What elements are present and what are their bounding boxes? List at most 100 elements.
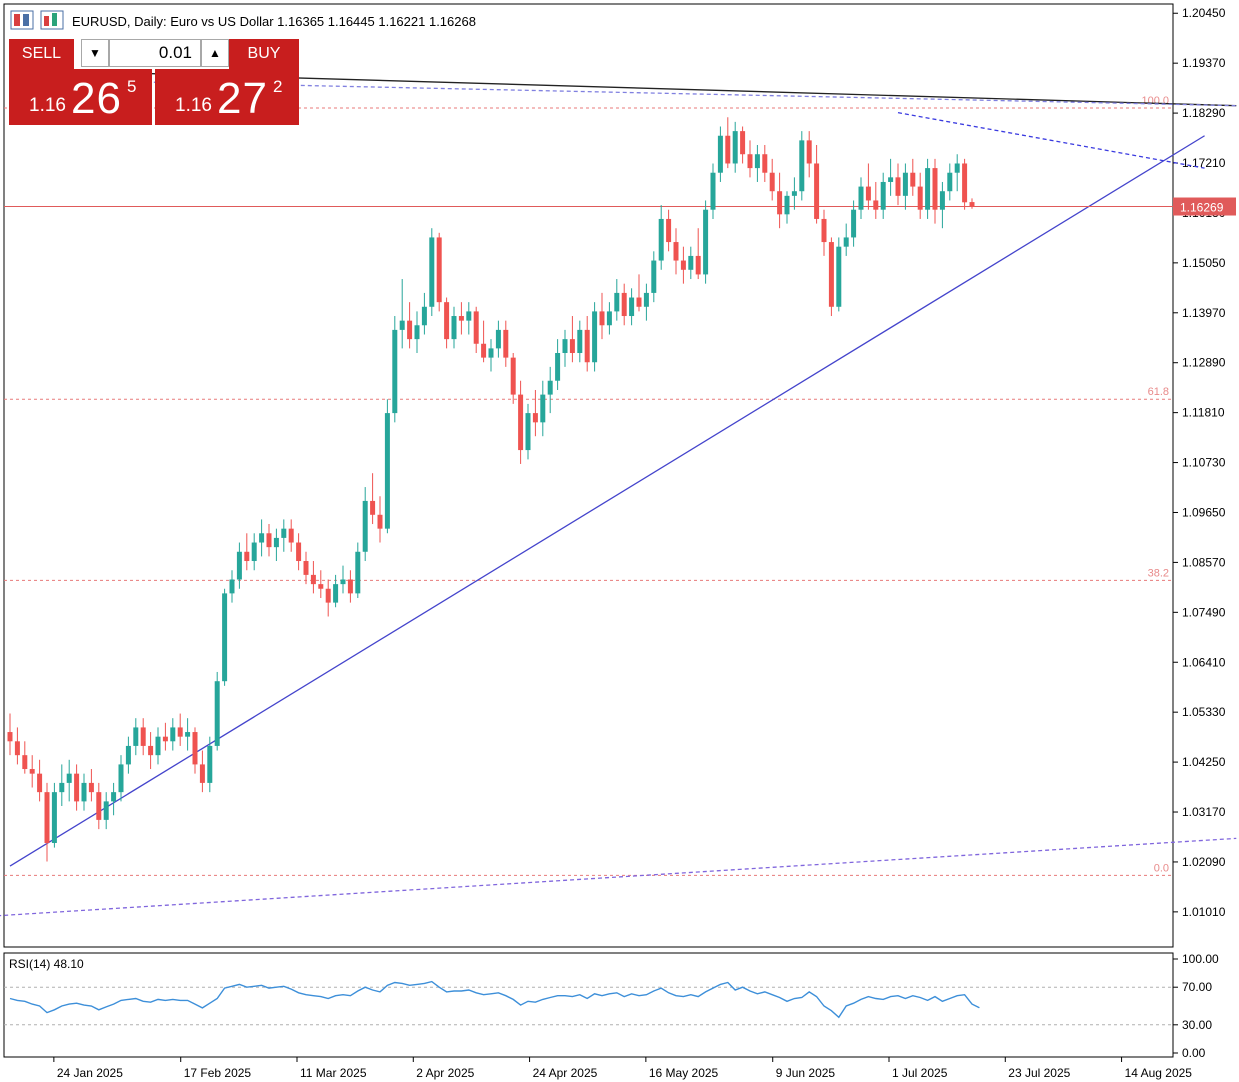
candle[interactable] [806, 131, 812, 178]
candle[interactable] [281, 519, 287, 552]
candle[interactable] [769, 158, 775, 201]
candle[interactable] [244, 533, 250, 571]
candle[interactable] [37, 759, 43, 802]
candle[interactable] [547, 366, 553, 414]
candle[interactable] [236, 542, 242, 589]
candle[interactable] [436, 232, 442, 312]
candle[interactable] [592, 302, 598, 372]
candle[interactable] [325, 579, 331, 617]
candle[interactable] [451, 306, 457, 349]
candle[interactable] [791, 177, 797, 210]
candle[interactable] [814, 144, 820, 224]
candle[interactable] [540, 380, 546, 437]
candle[interactable] [177, 713, 183, 746]
candle[interactable] [888, 158, 894, 196]
candle[interactable] [503, 320, 509, 367]
candle[interactable] [939, 181, 945, 229]
lot-size-input[interactable]: 0.01 [109, 39, 201, 67]
trendline[interactable] [0, 837, 1237, 919]
candle[interactable] [111, 782, 117, 816]
candle[interactable] [488, 339, 494, 372]
candle[interactable] [444, 297, 450, 349]
candle[interactable] [910, 158, 916, 196]
candle[interactable] [555, 339, 561, 390]
candle[interactable] [577, 320, 583, 363]
candle[interactable] [725, 117, 731, 169]
candle[interactable] [614, 279, 620, 321]
candle[interactable] [370, 473, 376, 525]
candle[interactable] [362, 487, 368, 562]
candle[interactable] [873, 181, 879, 219]
candle[interactable] [199, 750, 205, 793]
candle[interactable] [666, 209, 672, 252]
candle[interactable] [954, 154, 960, 192]
sell-price[interactable]: 1.16 26 5 [9, 69, 152, 125]
candle[interactable] [44, 782, 50, 862]
candle[interactable] [925, 158, 931, 219]
candle[interactable] [22, 741, 28, 774]
candle[interactable] [710, 163, 716, 219]
candle[interactable] [384, 399, 390, 534]
candle[interactable] [747, 140, 753, 178]
candle[interactable] [584, 316, 590, 372]
candle[interactable] [703, 200, 709, 284]
candle[interactable] [74, 764, 80, 811]
candle[interactable] [562, 329, 568, 367]
candle[interactable] [229, 570, 235, 603]
candle[interactable] [636, 274, 642, 312]
candle[interactable] [296, 533, 302, 571]
candle[interactable] [481, 320, 487, 363]
candle[interactable] [399, 279, 405, 349]
candle[interactable] [777, 172, 783, 229]
candle[interactable] [377, 496, 383, 543]
candle[interactable] [740, 126, 746, 164]
candle[interactable] [355, 542, 361, 598]
candle[interactable] [717, 126, 723, 182]
trendline[interactable] [9, 135, 1205, 867]
candle[interactable] [155, 727, 161, 765]
candle[interactable] [259, 519, 265, 557]
candle[interactable] [569, 316, 575, 363]
trendline[interactable] [897, 111, 1205, 169]
candle[interactable] [828, 237, 834, 317]
candle[interactable] [81, 773, 87, 811]
candle[interactable] [466, 302, 472, 335]
candle[interactable] [103, 792, 109, 830]
candle[interactable] [88, 769, 94, 802]
candle[interactable] [51, 782, 57, 848]
candle[interactable] [932, 158, 938, 224]
candle[interactable] [414, 311, 420, 354]
candle[interactable] [29, 755, 35, 788]
candle[interactable] [688, 246, 694, 280]
candle[interactable] [532, 389, 538, 437]
candle[interactable] [266, 524, 272, 557]
candle[interactable] [680, 246, 686, 284]
candle[interactable] [140, 718, 146, 756]
candle[interactable] [673, 228, 679, 275]
candle[interactable] [843, 223, 849, 256]
candle[interactable] [821, 209, 827, 256]
candle[interactable] [303, 551, 309, 585]
candle[interactable] [192, 727, 198, 774]
candle[interactable] [473, 306, 479, 354]
candle[interactable] [510, 353, 516, 404]
candle[interactable] [118, 755, 124, 802]
candle[interactable] [133, 718, 139, 756]
candle[interactable] [732, 121, 738, 173]
buy-button[interactable]: BUY [229, 39, 299, 69]
lot-decrease-button[interactable]: ▼ [81, 39, 109, 67]
candle[interactable] [421, 292, 427, 335]
candle[interactable] [851, 200, 857, 247]
candle[interactable] [658, 205, 664, 270]
candle[interactable] [606, 302, 612, 335]
candle[interactable] [902, 163, 908, 210]
candle[interactable] [7, 713, 13, 756]
candle[interactable] [836, 237, 842, 312]
lot-increase-button[interactable]: ▲ [201, 39, 229, 67]
candle[interactable] [96, 782, 102, 830]
candle[interactable] [762, 144, 768, 182]
candle[interactable] [495, 320, 501, 358]
candle[interactable] [525, 403, 531, 460]
candle[interactable] [170, 718, 176, 751]
candle[interactable] [880, 172, 886, 219]
